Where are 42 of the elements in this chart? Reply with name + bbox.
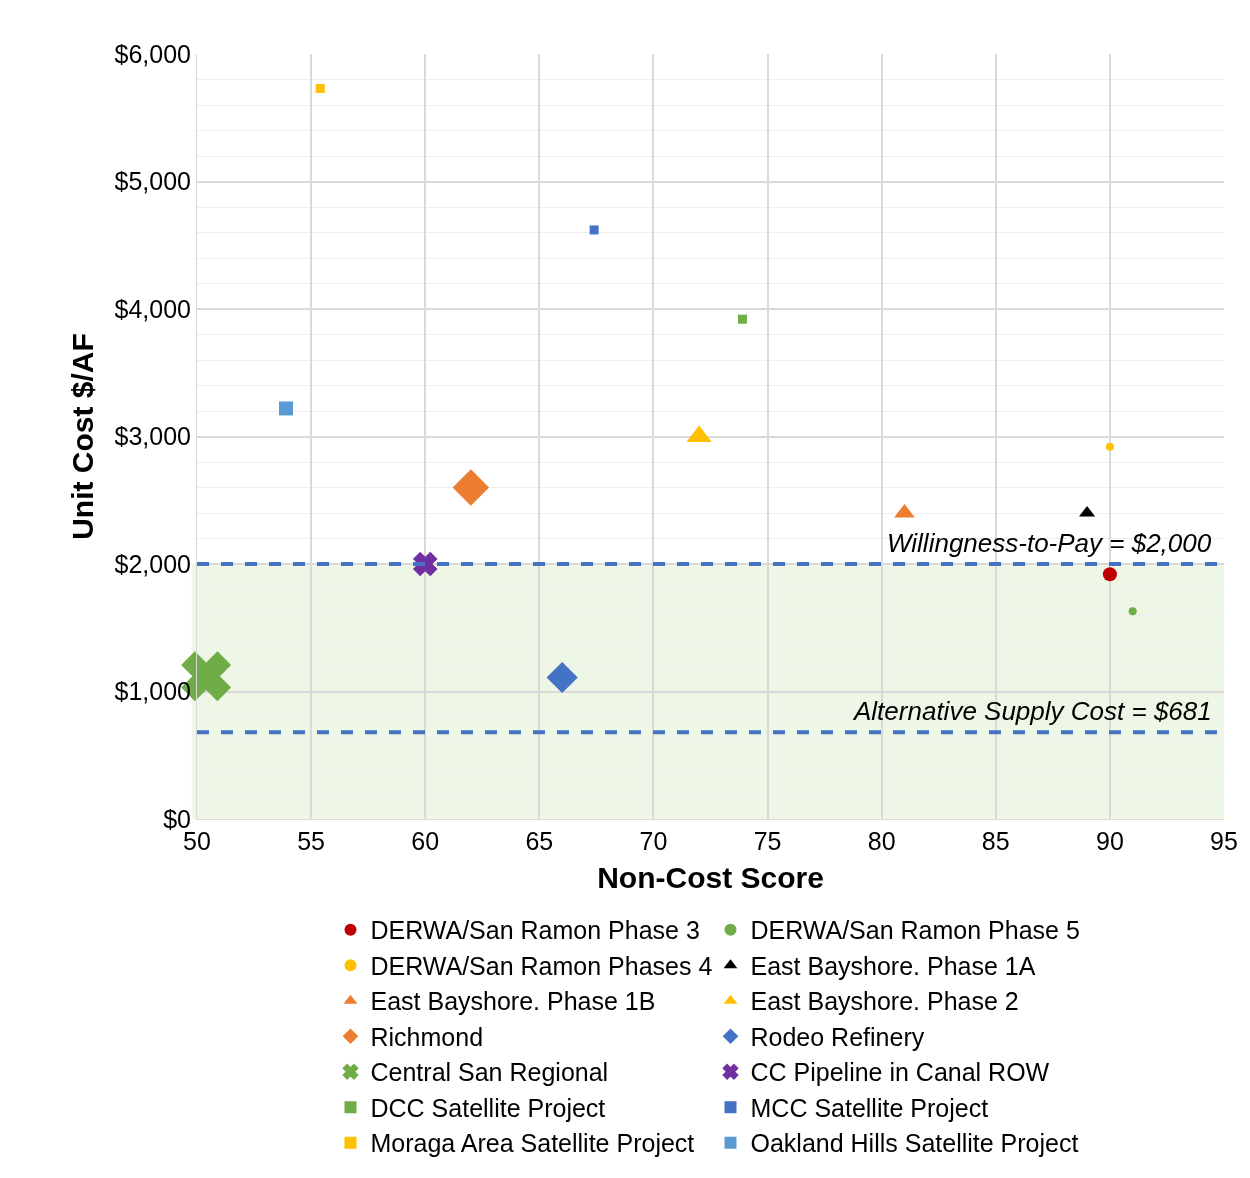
y-tick-label: $3,000 <box>114 422 191 451</box>
y-tick-label: $5,000 <box>114 167 191 196</box>
x-tick-label: 70 <box>639 827 668 855</box>
x-tick-label: 90 <box>1095 827 1124 855</box>
x-tick-label: 60 <box>411 827 440 855</box>
x-tick-label: 55 <box>297 827 326 855</box>
x-tick-label: 75 <box>753 827 782 855</box>
point <box>737 314 747 324</box>
y-tick-label: $2,000 <box>114 549 191 578</box>
legend-label: DERWA/San Ramon Phase 3 <box>370 916 700 945</box>
point <box>1105 442 1114 451</box>
y-tick-label: $4,000 <box>114 294 191 323</box>
point <box>589 225 599 235</box>
legend-label: Moraga Area Satellite Project <box>370 1129 695 1158</box>
ref-line-label: Willingness-to-Pay = $2,000 <box>887 528 1212 558</box>
point <box>315 83 325 93</box>
legend-label: CC Pipeline in Canal ROW <box>750 1058 1050 1087</box>
legend-label: DERWA/San Ramon Phase 5 <box>750 916 1080 945</box>
legend-label: Central San Regional <box>370 1058 609 1087</box>
x-axis-title: Non-Cost Score <box>597 860 824 894</box>
legend-label: East Bayshore. Phase 2 <box>750 987 1019 1016</box>
point <box>452 469 490 506</box>
point <box>1128 607 1137 616</box>
legend-label: East Bayshore. Phase 1A <box>750 951 1036 980</box>
point <box>546 661 578 694</box>
legend-label: DCC Satellite Project <box>370 1093 606 1122</box>
y-tick-label: $1,000 <box>114 677 191 706</box>
legend-label: Oakland Hills Satellite Project <box>750 1129 1079 1158</box>
legend-label: MCC Satellite Project <box>750 1093 989 1122</box>
legend-label: DERWA/San Ramon Phases 4 <box>370 951 713 980</box>
x-tick-label: 95 <box>1210 827 1238 855</box>
x-tick-label: 85 <box>981 827 1010 855</box>
y-tick-label: $6,000 <box>114 39 191 68</box>
point <box>1102 567 1117 582</box>
legend-label: Richmond <box>370 1022 484 1051</box>
x-tick-label: 80 <box>867 827 896 855</box>
x-tick-label: 65 <box>525 827 554 855</box>
legend-label: Rodeo Refinery <box>750 1022 925 1051</box>
legend-label: East Bayshore. Phase 1B <box>370 987 656 1016</box>
ref-line-label: Alternative Supply Cost = $681 <box>852 696 1212 726</box>
point <box>279 401 294 416</box>
y-axis-title: Unit Cost $/AF <box>65 333 99 540</box>
